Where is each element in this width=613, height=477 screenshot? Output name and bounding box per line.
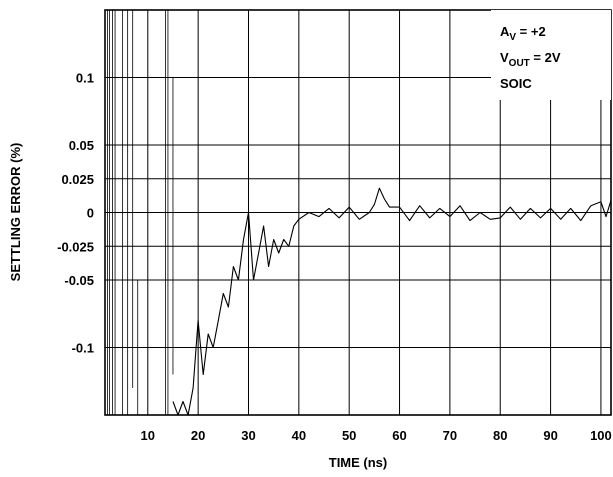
y-axis-title: SETTLING ERROR (%): [8, 143, 23, 282]
condition-annotation: AV = +2 VOUT = 2V SOIC: [491, 10, 611, 100]
x-tick-label: 10: [141, 428, 155, 443]
x-tick-label: 100: [590, 428, 612, 443]
annotation-vout: VOUT = 2V: [500, 50, 561, 69]
series-line: [172, 187, 612, 416]
x-tick-labels: 10 20 30 40 50 60 70 80 90 100: [141, 428, 612, 443]
x-axis-title: TIME (ns): [329, 455, 388, 470]
annotation-box: [491, 10, 611, 100]
y-tick-label: -0.1: [72, 341, 94, 356]
x-tick-label: 40: [292, 428, 306, 443]
y-tick-label: 0.025: [61, 172, 94, 187]
x-tick-label: 20: [191, 428, 205, 443]
ringing-bursts: [107, 10, 174, 415]
settling-curve: [172, 187, 612, 416]
plot-frame: [104, 9, 612, 416]
annotation-package: SOIC: [500, 76, 532, 91]
y-tick-label: 0: [87, 206, 94, 221]
x-tick-label: 80: [493, 428, 507, 443]
x-tick-label: 70: [443, 428, 457, 443]
x-tick-label: 50: [342, 428, 356, 443]
y-tick-label: 0.1: [76, 71, 94, 86]
x-tick-label: 90: [543, 428, 557, 443]
x-tick-label: 30: [241, 428, 255, 443]
y-tick-label: 0.05: [69, 138, 94, 153]
y-tick-label: -0.025: [57, 239, 94, 254]
y-tick-labels: 0.1 0.05 0.025 0 -0.025 -0.05 -0.1: [57, 71, 94, 356]
y-tick-label: -0.05: [64, 273, 94, 288]
x-tick-label: 60: [392, 428, 406, 443]
annotation-av: AV = +2: [500, 24, 546, 43]
